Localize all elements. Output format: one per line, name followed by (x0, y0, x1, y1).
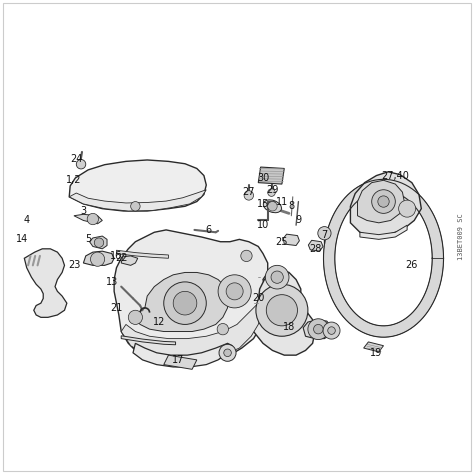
Polygon shape (121, 256, 138, 265)
Circle shape (372, 190, 395, 213)
Text: 8: 8 (288, 201, 294, 211)
Polygon shape (117, 250, 168, 258)
Polygon shape (69, 190, 206, 211)
Circle shape (308, 319, 328, 339)
Polygon shape (350, 172, 421, 237)
Text: 23: 23 (68, 260, 80, 270)
Text: 7: 7 (321, 229, 328, 240)
Polygon shape (357, 180, 405, 223)
Polygon shape (283, 234, 300, 246)
Polygon shape (83, 251, 114, 265)
Text: 27: 27 (243, 187, 255, 197)
Text: 1,2: 1,2 (66, 175, 82, 185)
Text: 29: 29 (266, 185, 279, 195)
Circle shape (328, 327, 335, 334)
Polygon shape (121, 299, 263, 360)
Polygon shape (303, 319, 331, 338)
Circle shape (271, 271, 283, 283)
Circle shape (218, 275, 251, 308)
Polygon shape (90, 236, 107, 249)
Circle shape (128, 310, 143, 324)
Text: 5: 5 (85, 234, 91, 245)
Polygon shape (254, 270, 315, 355)
Circle shape (226, 283, 243, 300)
Text: 10: 10 (257, 220, 269, 230)
Circle shape (219, 344, 236, 361)
Polygon shape (364, 342, 383, 352)
Circle shape (268, 189, 275, 196)
Circle shape (241, 250, 252, 262)
Circle shape (314, 324, 323, 334)
Polygon shape (164, 355, 197, 369)
Text: 9: 9 (295, 216, 301, 226)
Polygon shape (121, 336, 175, 345)
Text: 19: 19 (370, 348, 383, 358)
Text: 20: 20 (252, 293, 264, 303)
Circle shape (76, 159, 86, 169)
Circle shape (87, 213, 99, 225)
Circle shape (244, 191, 254, 200)
Circle shape (256, 284, 308, 336)
Polygon shape (323, 179, 444, 337)
Text: 18: 18 (283, 322, 295, 332)
Text: 11: 11 (276, 197, 288, 207)
Polygon shape (133, 273, 228, 331)
Ellipse shape (264, 200, 282, 213)
Circle shape (266, 295, 298, 326)
Text: 15: 15 (257, 199, 269, 209)
Text: 27,40: 27,40 (382, 171, 409, 181)
Polygon shape (309, 240, 323, 251)
Text: 13BET009 SC: 13BET009 SC (458, 214, 465, 260)
Text: 13: 13 (106, 277, 118, 287)
Text: 24: 24 (70, 154, 82, 164)
Circle shape (173, 292, 197, 315)
Circle shape (378, 196, 389, 207)
Circle shape (94, 238, 104, 247)
Text: 4: 4 (24, 216, 30, 226)
Polygon shape (114, 230, 268, 362)
Circle shape (265, 265, 289, 289)
Text: 28: 28 (309, 244, 321, 254)
Circle shape (323, 322, 340, 339)
Circle shape (217, 323, 228, 335)
Polygon shape (133, 343, 232, 367)
Circle shape (399, 200, 416, 217)
Polygon shape (258, 167, 284, 184)
Polygon shape (24, 249, 67, 318)
Text: 30: 30 (257, 173, 269, 183)
Polygon shape (74, 214, 102, 224)
Circle shape (91, 252, 105, 266)
Circle shape (268, 201, 277, 211)
Text: 17: 17 (172, 355, 184, 365)
Text: 14: 14 (16, 234, 28, 245)
Circle shape (224, 349, 231, 356)
Text: 22: 22 (115, 253, 128, 263)
Text: 25: 25 (276, 237, 288, 247)
Text: 26: 26 (406, 260, 418, 270)
Text: 21: 21 (110, 303, 123, 313)
Text: 12: 12 (153, 317, 165, 327)
Circle shape (318, 227, 331, 240)
Text: 3: 3 (80, 206, 86, 216)
Text: 16: 16 (110, 251, 123, 261)
Circle shape (164, 282, 206, 324)
Polygon shape (69, 160, 206, 211)
Circle shape (131, 201, 140, 211)
Text: 6: 6 (206, 225, 212, 235)
Polygon shape (360, 225, 407, 239)
